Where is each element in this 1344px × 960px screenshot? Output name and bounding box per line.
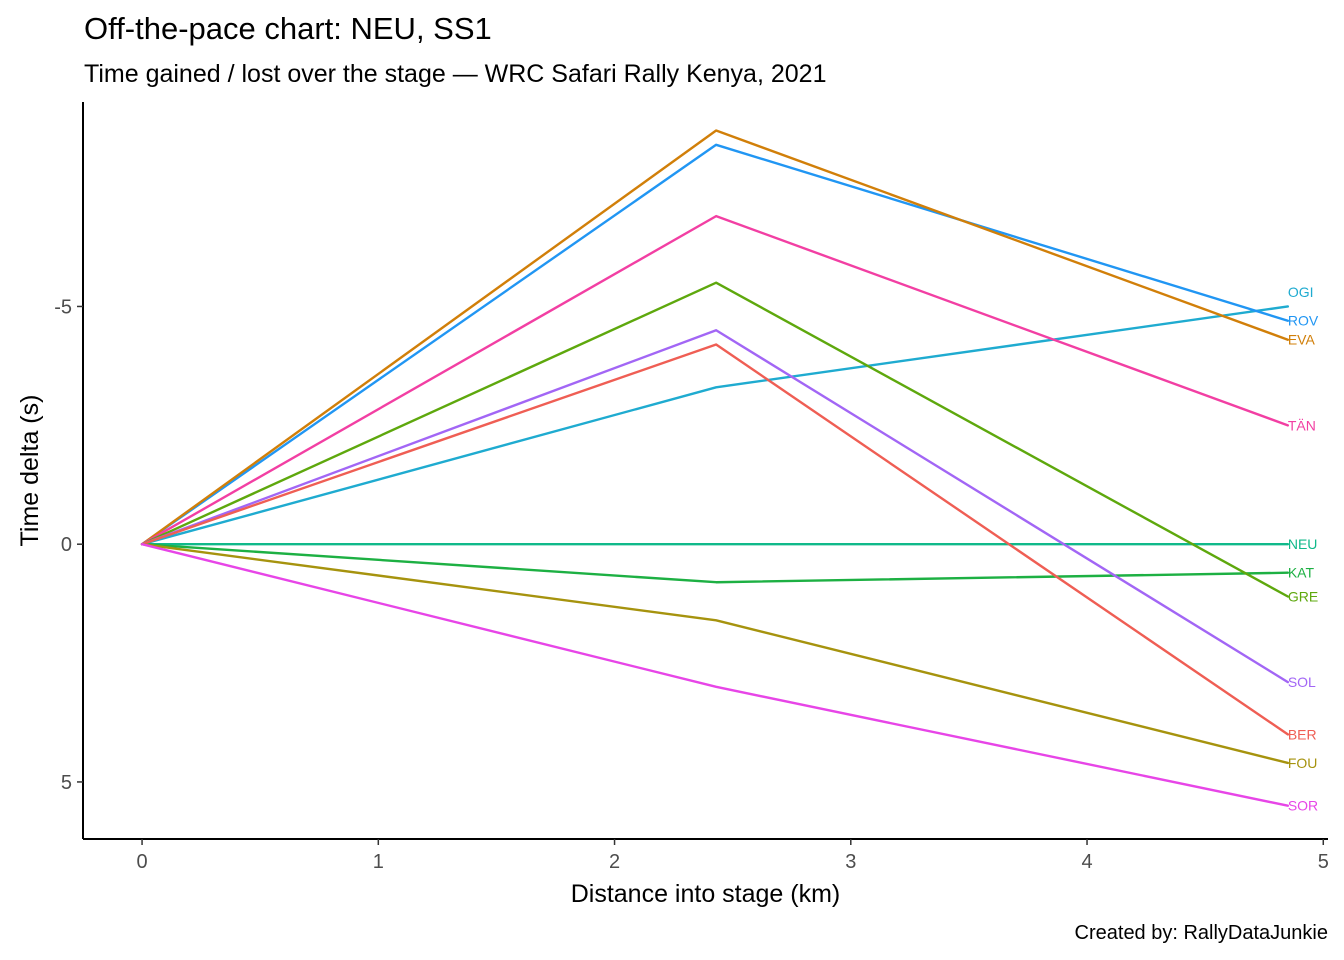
series-label-sol: SOL	[1288, 674, 1316, 690]
y-tick-label: 0	[61, 534, 72, 556]
x-tick-label: 5	[1318, 851, 1329, 873]
series-line-kat	[140, 543, 1290, 584]
series-line-ber	[140, 343, 1290, 736]
x-tick-label: 0	[136, 851, 147, 873]
x-tick-label: 2	[609, 851, 620, 873]
chart-title: Off-the-pace chart: NEU, SS1	[84, 11, 492, 46]
series-label-eva: EVA	[1288, 332, 1316, 348]
y-tick-label: -5	[54, 296, 72, 318]
series-line-ogi	[140, 305, 1290, 546]
x-tick-label: 1	[373, 851, 384, 873]
series-label-ogi: OGI	[1288, 284, 1314, 300]
y-tick-label: 5	[61, 772, 72, 794]
series-label-gre: GRE	[1288, 589, 1318, 605]
series-label-sor: SOR	[1288, 798, 1318, 814]
series-lines	[140, 129, 1290, 807]
series-label-kat: KAT	[1288, 565, 1315, 581]
series-label-tän: TÄN	[1288, 417, 1316, 433]
series-labels: OGI ROV EVA TÄN NEU KAT GRE SOL BER FOU SOR	[1288, 284, 1319, 814]
series-line-tän	[140, 214, 1290, 546]
series-label-rov: ROV	[1288, 313, 1319, 329]
series-label-neu: NEU	[1288, 536, 1318, 552]
series-line-gre	[140, 281, 1290, 598]
series-line-sor	[140, 543, 1290, 807]
chart-subtitle: Time gained / lost over the stage — WRC …	[84, 60, 827, 88]
x-tick-label: 3	[845, 851, 856, 873]
chart-caption: Created by: RallyDataJunkie	[1074, 922, 1328, 944]
series-line-eva	[140, 129, 1290, 546]
axes: 0 1 2 3 4 5 -5 0 5	[54, 102, 1329, 873]
series-line-sol	[140, 329, 1290, 684]
x-tick-label: 4	[1081, 851, 1092, 873]
series-label-ber: BER	[1288, 726, 1317, 742]
x-axis-title: Distance into stage (km)	[571, 880, 841, 908]
y-axis-title: Time delta (s)	[16, 395, 44, 547]
series-label-fou: FOU	[1288, 755, 1318, 771]
series-line-rov	[140, 143, 1290, 546]
series-line-fou	[140, 543, 1290, 765]
